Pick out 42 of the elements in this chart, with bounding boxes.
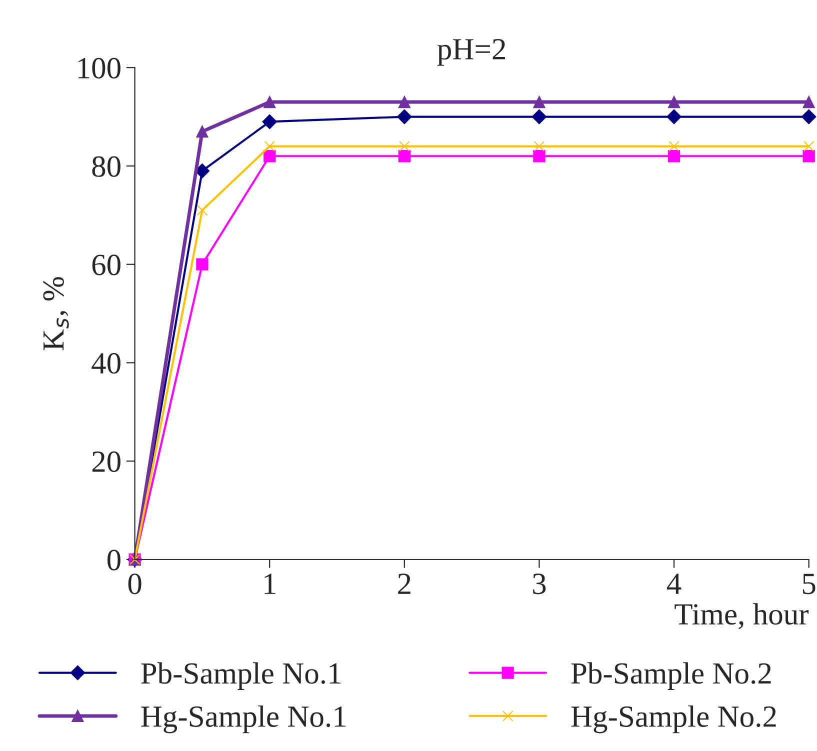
point — [666, 109, 682, 124]
point — [398, 150, 410, 162]
x-tick-label: 2 — [398, 574, 410, 594]
point — [803, 140, 814, 152]
point — [398, 96, 410, 108]
legend-label: Hg-Sample No.2 — [571, 705, 776, 734]
x-tick-label: 5 — [802, 574, 816, 594]
legend-label: Pb-Sample No.2 — [571, 662, 771, 690]
y-axis-title: K$_{s}$, % — [43, 277, 69, 350]
legend-label: Hg-Sample No.1 — [141, 705, 346, 734]
x-tick-label: 4 — [666, 574, 682, 594]
chart-title: pH=2 — [437, 39, 506, 66]
point — [196, 204, 208, 216]
point — [533, 96, 546, 108]
point — [264, 150, 276, 162]
point — [801, 109, 816, 124]
point — [264, 140, 275, 152]
point — [532, 109, 547, 124]
point — [264, 96, 276, 108]
y-tick-label: 60 — [92, 254, 120, 276]
x-axis-title: Time, hour — [674, 603, 809, 630]
y-tick-label: 80 — [92, 156, 120, 177]
point — [399, 140, 410, 152]
point — [262, 114, 278, 130]
point — [397, 109, 412, 124]
y-tick-label: 0 — [108, 550, 120, 570]
point — [196, 125, 208, 138]
legend-label: Pb-Sample No.1 — [141, 662, 340, 690]
point — [534, 140, 545, 152]
x-tick-label: 0 — [128, 574, 142, 594]
point — [668, 150, 680, 162]
x-tick-label: 1 — [264, 574, 276, 594]
x-tick-label: 3 — [533, 574, 546, 594]
point — [533, 150, 546, 162]
point — [802, 150, 815, 162]
point — [196, 258, 208, 270]
point — [802, 96, 815, 108]
point — [668, 96, 680, 108]
y-tick-label: 20 — [92, 451, 120, 472]
point — [668, 140, 680, 152]
y-tick-label: 100 — [78, 58, 120, 78]
y-tick-label: 40 — [92, 353, 120, 374]
